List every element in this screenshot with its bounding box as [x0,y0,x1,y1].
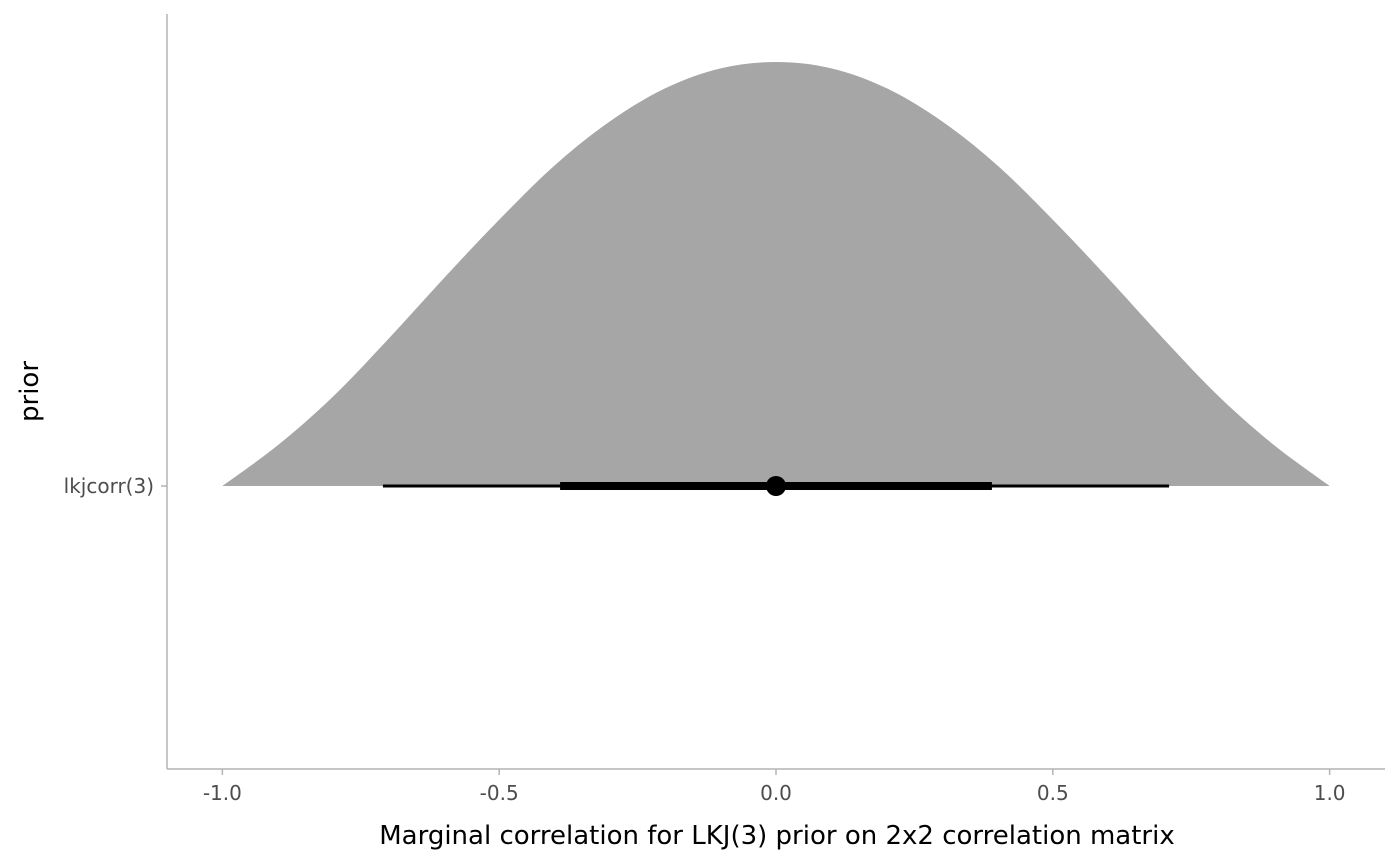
x-tick-label: 1.0 [1314,781,1346,805]
x-tick-label: 0.5 [1037,781,1069,805]
y-axis-title: prior [15,361,45,422]
x-axis-title: Marginal correlation for LKJ(3) prior on… [379,821,1175,851]
x-tick-label: -1.0 [203,781,242,805]
x-axis-ticks: -1.0 -0.5 0.0 0.5 1.0 [203,769,1346,805]
y-axis-ticks: lkjcorr(3) [64,474,167,498]
plot-area [222,62,1330,496]
density-area [222,62,1330,486]
x-tick-label: -0.5 [480,781,519,805]
point-estimate [766,476,786,496]
y-tick-label: lkjcorr(3) [64,474,154,498]
x-tick-label: 0.0 [760,781,792,805]
